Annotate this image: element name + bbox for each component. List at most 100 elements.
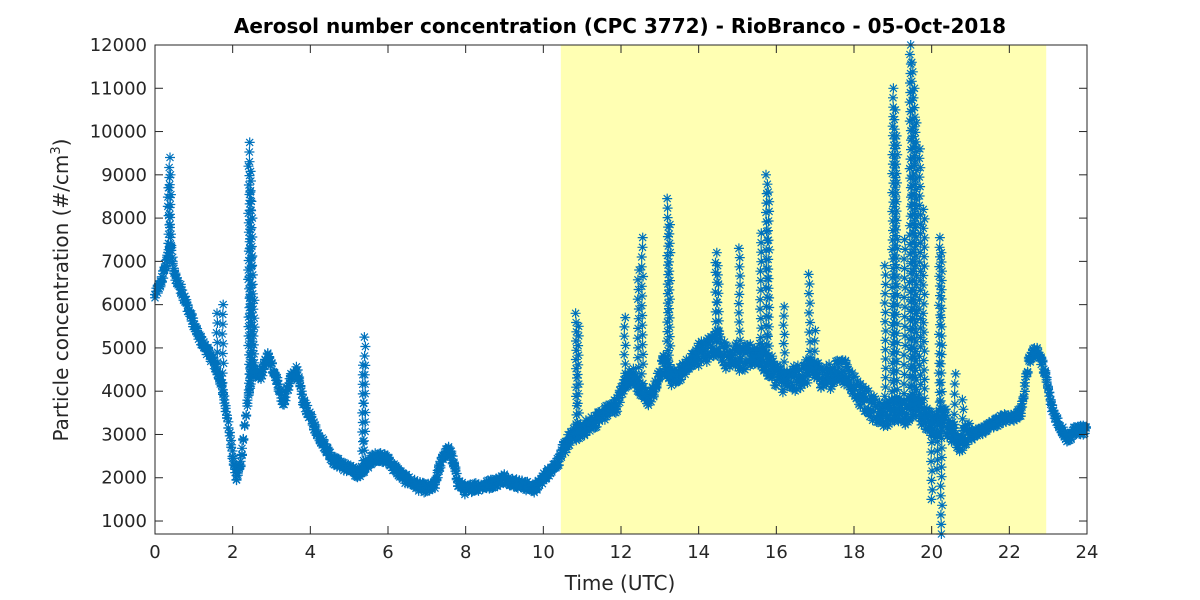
data-point-peak — [359, 445, 370, 456]
data-point — [826, 381, 837, 392]
data-point — [714, 343, 725, 354]
data-point-peak — [360, 341, 371, 352]
data-point-peak — [664, 312, 675, 323]
data-point — [671, 371, 682, 382]
data-point-peak — [892, 300, 903, 311]
data-point-peak — [637, 378, 648, 389]
data-point — [584, 426, 595, 436]
data-point — [1079, 428, 1090, 439]
data-point — [450, 462, 461, 473]
data-point-peak — [244, 170, 255, 181]
data-point-peak — [358, 436, 368, 447]
data-point-peak — [217, 329, 228, 339]
data-point-peak — [914, 389, 925, 399]
data-point — [264, 352, 275, 363]
data-point-peak — [880, 344, 891, 355]
data-point — [787, 364, 798, 375]
data-point-peak — [636, 300, 647, 311]
data-point-peak — [919, 261, 930, 272]
data-point-peak — [247, 251, 258, 261]
data-point-peak — [636, 261, 647, 272]
data-point-peak — [910, 241, 921, 252]
data-point-peak — [887, 121, 898, 132]
data-point-peak — [900, 302, 910, 313]
data-point-peak — [891, 375, 902, 386]
data-point — [878, 417, 889, 428]
y-tick-label: 12000 — [90, 35, 147, 56]
data-point-peak — [891, 365, 902, 376]
data-point-peak — [711, 247, 722, 258]
data-point-peak — [359, 351, 370, 361]
data-point — [198, 336, 209, 347]
data-point-peak — [762, 331, 773, 342]
data-point — [275, 386, 285, 397]
data-point-peak — [900, 398, 911, 409]
data-point-peak — [212, 337, 223, 348]
data-point-peak — [949, 409, 960, 420]
data-point-peak — [918, 355, 929, 366]
x-tick-label: 12 — [610, 542, 633, 563]
data-point-peak — [662, 288, 673, 299]
data-point-peak — [891, 187, 902, 198]
y-axis-label-superscript: 3 — [49, 146, 64, 154]
data-point — [228, 453, 239, 463]
data-point — [219, 398, 230, 409]
data-point-peak — [218, 299, 229, 310]
data-point — [1032, 345, 1043, 355]
data-point-peak — [570, 308, 581, 319]
data-point-peak — [918, 327, 929, 338]
data-point-peak — [937, 266, 947, 277]
data-point-peak — [710, 316, 721, 327]
data-point-peak — [892, 234, 903, 245]
x-tick-label: 4 — [305, 542, 316, 563]
data-point — [676, 374, 686, 385]
data-point-peak — [247, 288, 258, 299]
data-point-peak — [244, 137, 255, 148]
data-point-peak — [663, 345, 673, 356]
data-point — [892, 413, 903, 424]
data-point-peak — [907, 199, 918, 210]
data-point — [705, 340, 716, 351]
data-point-peak — [763, 350, 774, 361]
data-point-peak — [910, 127, 921, 138]
data-point-peak — [217, 309, 228, 320]
data-point-peak — [888, 329, 899, 340]
data-point-peak — [710, 287, 721, 298]
data-point-peak — [926, 456, 937, 467]
data-point-peak — [662, 326, 673, 337]
data-point — [1041, 377, 1052, 387]
data-point — [571, 435, 582, 446]
data-point-peak — [911, 251, 922, 262]
y-axis-label-close: ) — [49, 139, 73, 147]
data-point — [870, 394, 881, 404]
data-point-peak — [889, 336, 900, 347]
data-point-peak — [935, 251, 945, 262]
data-point-peak — [803, 288, 814, 299]
y-tick-label: 1000 — [101, 511, 147, 532]
data-point-peak — [245, 187, 256, 198]
data-point-peak — [163, 229, 174, 240]
data-point-peak — [918, 270, 929, 281]
data-point-peak — [245, 166, 256, 177]
data-point-peak — [763, 312, 774, 323]
data-point-peak — [890, 162, 900, 173]
x-tick-label: 20 — [920, 542, 943, 563]
data-point-peak — [248, 339, 259, 350]
data-point-peak — [910, 317, 921, 328]
data-point-peak — [358, 360, 368, 371]
data-point-peak — [734, 344, 744, 355]
data-point-peak — [936, 443, 947, 453]
data-point-peak — [919, 365, 930, 375]
data-point-peak — [248, 331, 259, 341]
data-point — [859, 394, 870, 405]
data-point-peak — [620, 340, 631, 351]
data-point-peak — [756, 237, 767, 248]
x-tick-label: 24 — [1076, 542, 1099, 563]
data-point-peak — [632, 372, 643, 383]
x-tick-label: 14 — [687, 542, 710, 563]
data-point-peak — [756, 256, 767, 267]
data-point — [844, 377, 855, 388]
data-point-peak — [244, 283, 255, 294]
data-point — [969, 431, 980, 442]
data-point — [179, 291, 190, 302]
